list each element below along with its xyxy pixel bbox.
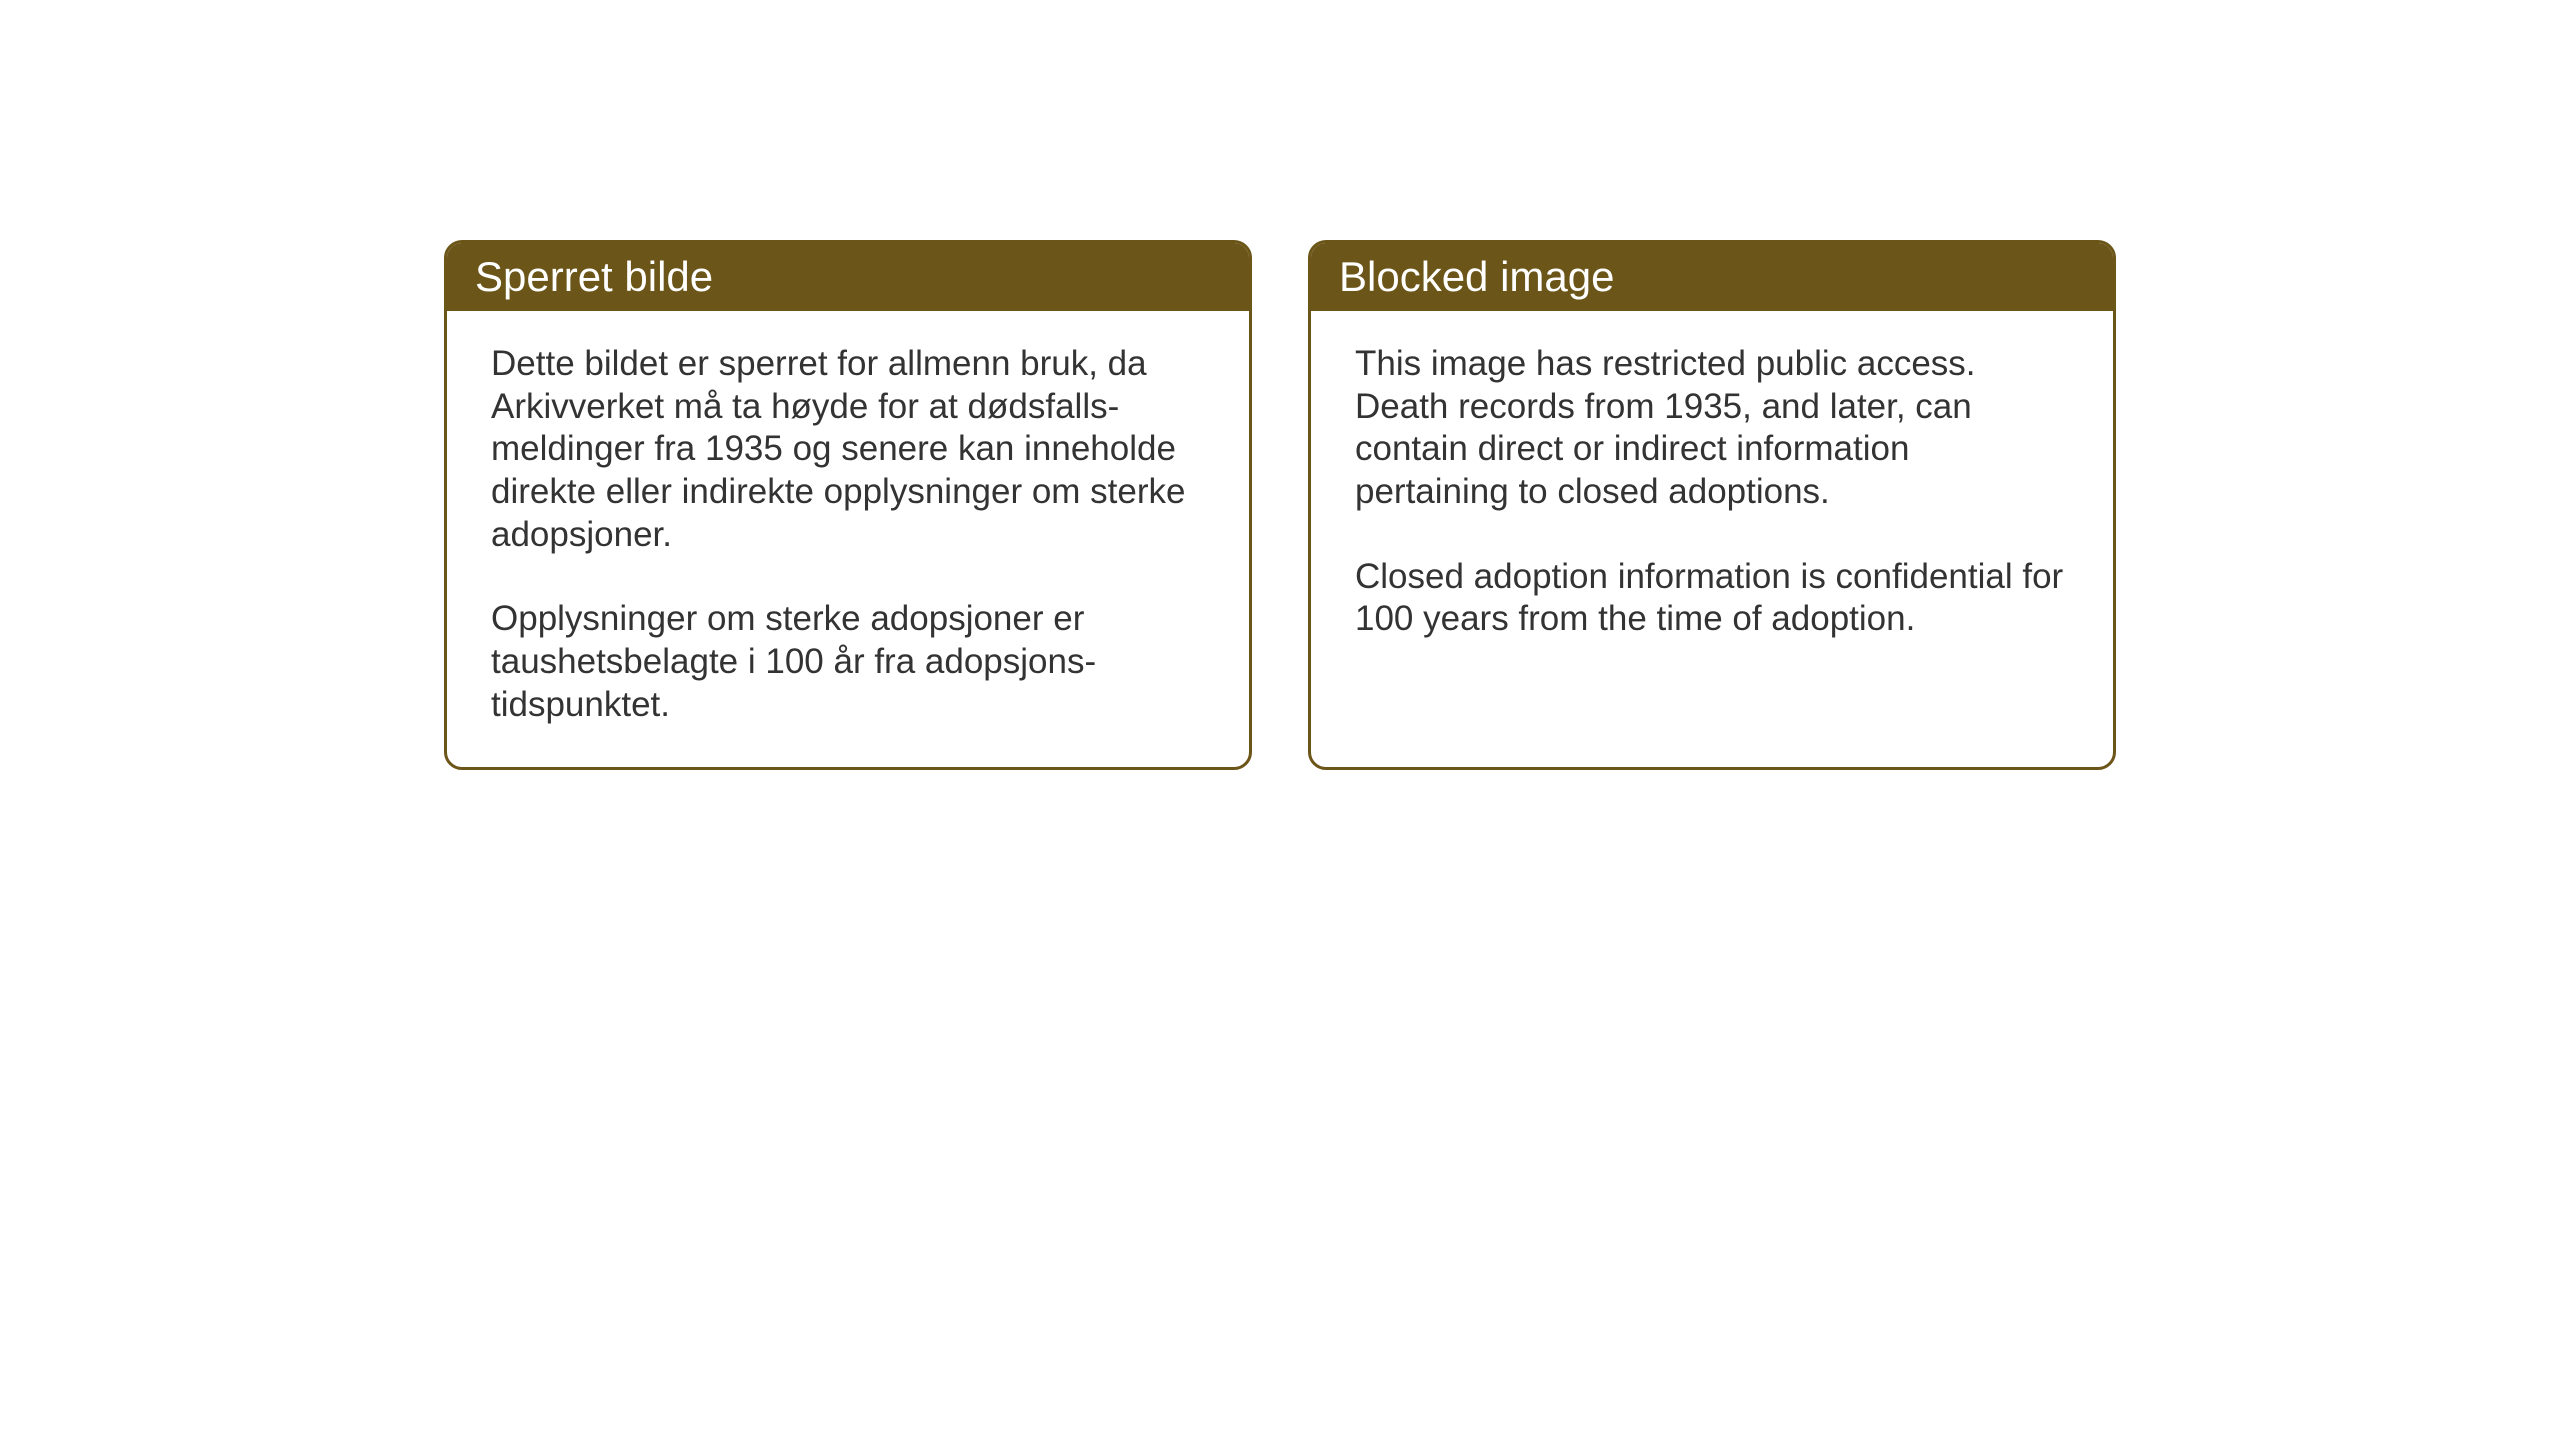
notice-paragraph: This image has restricted public access.… <box>1355 343 2069 514</box>
notice-paragraph: Dette bildet er sperret for allmenn bruk… <box>491 343 1205 556</box>
notice-header-english: Blocked image <box>1311 243 2113 311</box>
notice-paragraph: Closed adoption information is confident… <box>1355 556 2069 641</box>
notice-card-norwegian: Sperret bilde Dette bildet er sperret fo… <box>444 240 1252 770</box>
notice-header-norwegian: Sperret bilde <box>447 243 1249 311</box>
notice-paragraph: Opplysninger om sterke adopsjoner er tau… <box>491 598 1205 726</box>
notice-title: Blocked image <box>1339 253 1614 300</box>
notice-body-english: This image has restricted public access.… <box>1311 311 2113 681</box>
notice-title: Sperret bilde <box>475 253 713 300</box>
notice-container: Sperret bilde Dette bildet er sperret fo… <box>444 240 2116 770</box>
notice-body-norwegian: Dette bildet er sperret for allmenn bruk… <box>447 311 1249 767</box>
notice-card-english: Blocked image This image has restricted … <box>1308 240 2116 770</box>
